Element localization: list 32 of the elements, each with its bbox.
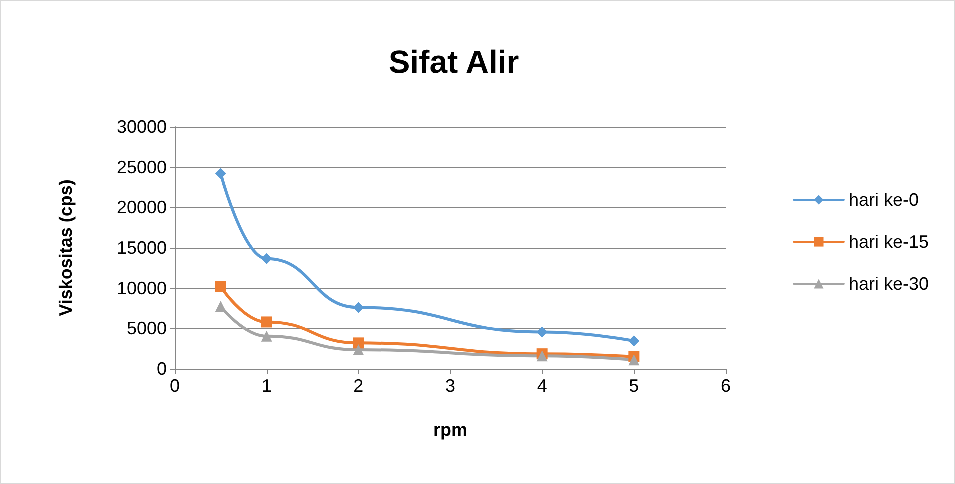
legend-label: hari ke-30 <box>848 274 930 294</box>
point <box>261 330 272 342</box>
x-tick-label: 2 <box>354 376 364 396</box>
x-tick-label: 5 <box>629 376 640 396</box>
chart-title: Sifat Alir <box>388 44 520 80</box>
point <box>215 168 226 180</box>
point <box>215 281 226 292</box>
y-axis-title: Viskositas (cps) <box>56 180 76 316</box>
legend-label: hari ke-0 <box>848 190 919 210</box>
x-tick-label: 6 <box>720 376 732 396</box>
y-tick-label: 0 <box>156 359 167 379</box>
legend-label: hari ke-15 <box>848 232 930 252</box>
y-tick-label: 25000 <box>116 157 167 178</box>
x-tick-label: 1 <box>262 376 272 396</box>
x-tick-label: 4 <box>537 376 548 396</box>
y-tick-label: 15000 <box>116 238 167 258</box>
y-tick-label: 30000 <box>116 117 167 137</box>
point <box>261 316 272 328</box>
point <box>353 338 364 349</box>
y-tick-label: 10000 <box>116 278 167 298</box>
x-tick-label: 0 <box>170 376 180 396</box>
point <box>215 300 226 312</box>
y-tick-label: 5000 <box>126 318 167 339</box>
y-tick-label: 20000 <box>116 198 167 218</box>
x-tick-label: 3 <box>445 376 456 396</box>
point <box>261 253 272 264</box>
point <box>353 344 364 356</box>
point <box>353 302 364 314</box>
point <box>536 326 548 338</box>
x-axis-title: rpm <box>433 420 468 440</box>
point <box>628 354 640 366</box>
point <box>628 336 640 347</box>
